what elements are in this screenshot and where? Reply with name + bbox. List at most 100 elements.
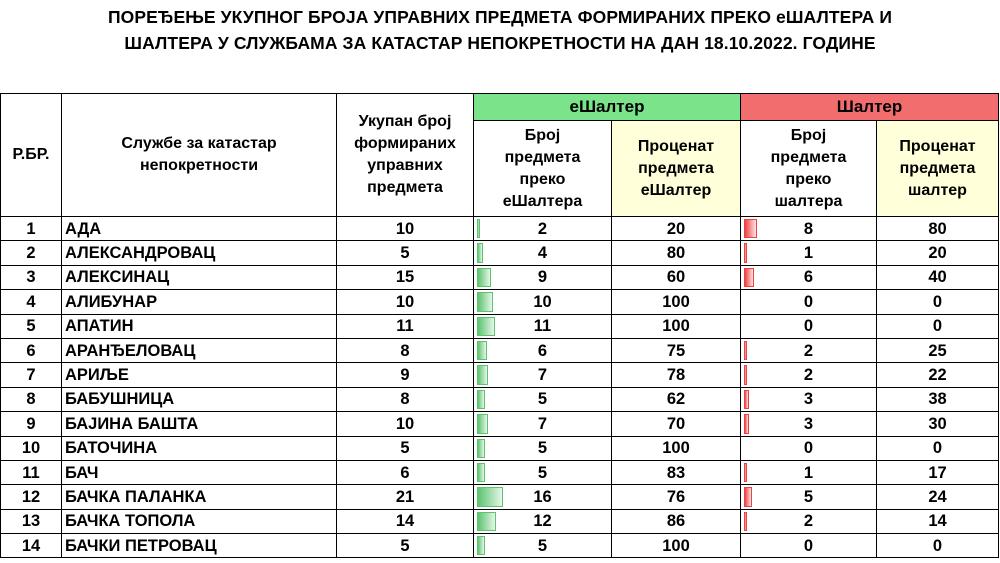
cell-s-count-value: 2: [803, 366, 814, 385]
cell-s-percent: 38: [875, 386, 1000, 413]
cell-service-name: АЛИБУНАР: [61, 289, 337, 315]
cell-s-count: 1: [740, 240, 877, 266]
cell-rbr: 7: [0, 362, 62, 388]
cell-e-count: 7: [473, 411, 612, 437]
cell-e-count: 16: [473, 484, 612, 510]
header-shalter-group: Шалтер: [739, 93, 1000, 121]
cell-total: 10: [336, 289, 474, 315]
cell-e-percent: 100: [611, 533, 741, 559]
cell-e-percent: 100: [611, 313, 741, 339]
cell-e-count-value: 16: [533, 487, 552, 506]
cell-s-count-value: 1: [803, 463, 814, 482]
cell-rbr: 8: [0, 386, 62, 413]
cell-e-count-value: 11: [533, 317, 552, 336]
header-e-count: Број предмета преко еШалтера: [473, 120, 612, 217]
table-header: Р.БР. Службе за катастар непокретности У…: [0, 93, 1000, 217]
table-row: 5 АПАТИН 11 11 100 0 0: [0, 313, 1000, 339]
cell-s-count-value: 0: [803, 536, 814, 555]
cell-e-count-value: 5: [537, 390, 548, 409]
cell-e-count-databar: [477, 243, 483, 263]
cell-rbr: 3: [0, 264, 62, 291]
cell-service-name: АРИЉЕ: [61, 362, 337, 388]
cell-total: 6: [336, 459, 474, 486]
cell-s-count-value: 2: [803, 512, 814, 531]
comparison-table: Р.БР. Службе за катастар непокретности У…: [0, 93, 1000, 559]
cell-e-percent: 78: [611, 362, 741, 388]
cell-s-count: 8: [740, 215, 877, 242]
cell-rbr: 10: [0, 435, 62, 461]
cell-s-percent: 24: [875, 484, 1000, 510]
cell-s-count-value: 6: [803, 268, 814, 287]
title-line-1: ПОРЕЂЕЊЕ УКУПНОГ БРОЈА УПРАВНИХ ПРЕДМЕТА…: [107, 7, 893, 27]
cell-e-count-value: 5: [537, 463, 548, 482]
header-e-percent: Проценат предмета еШалтер: [611, 120, 741, 217]
cell-s-count-databar: [744, 487, 752, 507]
cell-e-percent: 70: [611, 411, 741, 437]
cell-s-count-databar: [744, 462, 747, 483]
page-title: ПОРЕЂЕЊЕ УКУПНОГ БРОЈА УПРАВНИХ ПРЕДМЕТА…: [0, 4, 1000, 56]
cell-service-name: АДА: [61, 215, 337, 242]
cell-e-count-databar: [477, 487, 503, 507]
cell-service-name: АПАТИН: [61, 313, 337, 339]
cell-e-count: 11: [473, 313, 612, 339]
cell-total: 14: [336, 508, 474, 535]
cell-s-percent: 0: [875, 289, 1000, 315]
cell-s-percent: 40: [875, 264, 1000, 291]
cell-s-percent: 20: [875, 240, 1000, 266]
cell-service-name: БАЧКИ ПЕТРОВАЦ: [61, 533, 337, 559]
header-eshalter-group: еШалтер: [473, 93, 741, 121]
cell-total: 10: [336, 215, 474, 242]
cell-e-count-databar: [477, 389, 485, 410]
cell-s-count-value: 0: [803, 292, 814, 311]
cell-s-count-databar: [744, 219, 757, 239]
cell-s-count-value: 3: [803, 390, 814, 409]
cell-e-count-databar: [477, 414, 488, 434]
cell-e-percent: 76: [611, 484, 741, 510]
table-row: 1 АДА 10 2 20 8 80: [0, 215, 1000, 242]
cell-s-count-databar: [744, 511, 747, 532]
cell-e-count-databar: [477, 511, 496, 532]
cell-s-count-value: 2: [803, 341, 814, 360]
cell-s-count: 0: [740, 313, 877, 339]
title-line-2: ШАЛТЕРА У СЛУЖБАМА ЗА КАТАСТАР НЕПОКРЕТН…: [124, 33, 876, 53]
table-row: 6 АРАНЂЕЛОВАЦ 8 6 75 2 25: [0, 337, 1000, 364]
cell-e-count: 5: [473, 533, 612, 559]
cell-total: 9: [336, 362, 474, 388]
cell-service-name: АЛЕКСАНДРОВАЦ: [61, 240, 337, 266]
cell-e-percent: 83: [611, 459, 741, 486]
cell-rbr: 11: [0, 459, 62, 486]
cell-e-count: 6: [473, 337, 612, 364]
table-row: 14 БАЧКИ ПЕТРОВАЦ 5 5 100 0 0: [0, 533, 1000, 559]
cell-s-count: 2: [740, 362, 877, 388]
cell-e-percent: 80: [611, 240, 741, 266]
cell-e-count-databar: [477, 219, 480, 239]
cell-service-name: БАБУШНИЦА: [61, 386, 337, 413]
cell-total: 8: [336, 386, 474, 413]
table-row: 3 АЛЕКСИНАЦ 15 9 60 6 40: [0, 264, 1000, 291]
cell-service-name: БАЈИНА БАШТА: [61, 411, 337, 437]
cell-e-count: 2: [473, 215, 612, 242]
cell-e-count-databar: [477, 340, 487, 361]
cell-e-count-value: 12: [533, 512, 552, 531]
cell-s-percent: 25: [875, 337, 1000, 364]
table-row: 11 БАЧ 6 5 83 1 17: [0, 459, 1000, 486]
cell-e-count-databar: [477, 438, 485, 458]
table-row: 10 БАТОЧИНА 5 5 100 0 0: [0, 435, 1000, 461]
cell-e-count-value: 4: [537, 244, 548, 263]
cell-e-count: 5: [473, 459, 612, 486]
cell-s-percent: 14: [875, 508, 1000, 535]
cell-s-count-value: 8: [803, 219, 814, 238]
cell-s-count-databar: [744, 389, 749, 410]
cell-e-count-value: 2: [537, 219, 548, 238]
cell-total: 21: [336, 484, 474, 510]
cell-total: 5: [336, 435, 474, 461]
cell-s-count-databar: [744, 267, 754, 288]
header-service: Службе за катастар непокретности: [61, 93, 337, 217]
cell-total: 8: [336, 337, 474, 364]
cell-total: 11: [336, 313, 474, 339]
cell-e-count-value: 5: [537, 439, 548, 458]
cell-e-count-databar: [477, 267, 491, 288]
cell-e-count-databar: [477, 536, 485, 556]
cell-rbr: 14: [0, 533, 62, 559]
cell-e-count-value: 5: [537, 536, 548, 555]
